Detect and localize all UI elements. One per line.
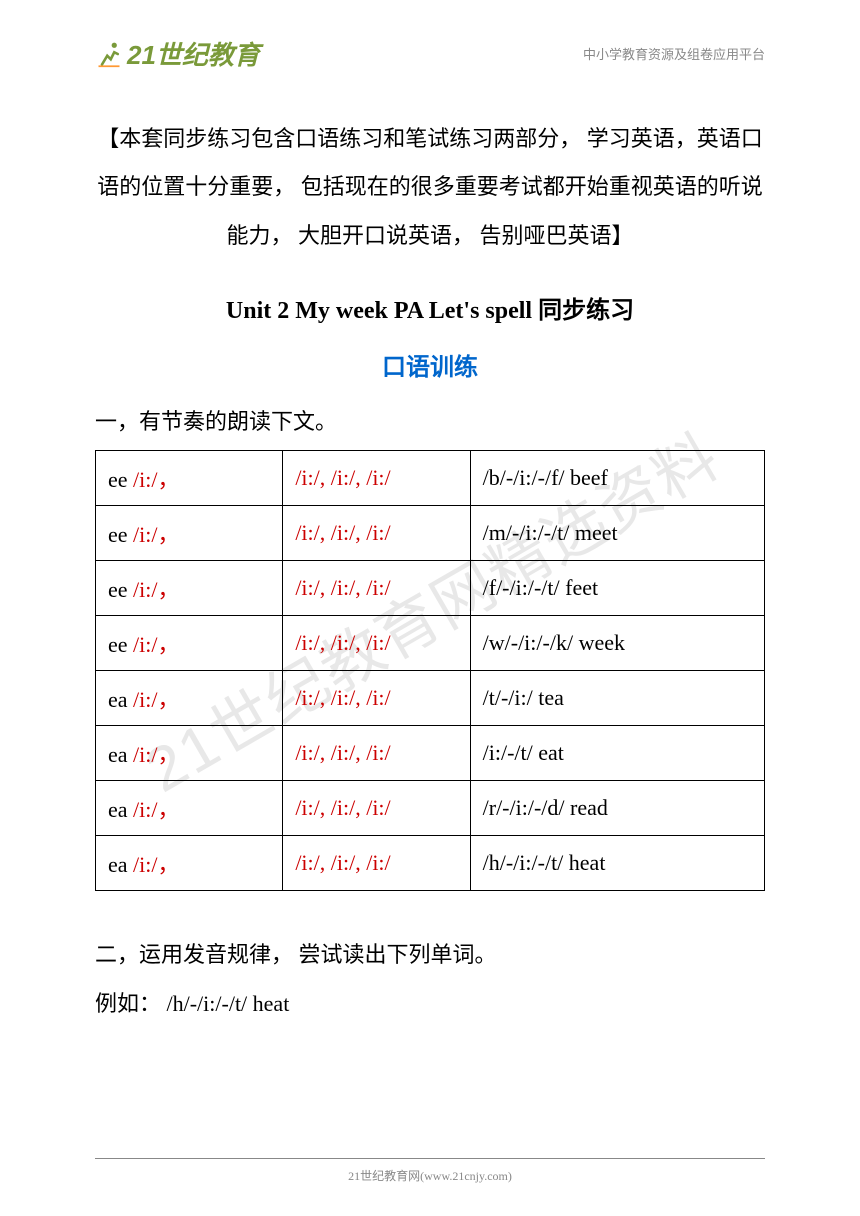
table-row: ee /i:/，/i:/, /i:/, /i://w/-/i:/-/k/ wee…	[96, 616, 765, 671]
logo-text: 21世纪教育	[127, 35, 260, 72]
main-content: 【本套同步练习包含口语练习和笔试练习两部分， 学习英语，英语口语的位置十分重要，…	[95, 115, 765, 1028]
table-row: ea /i:/，/i:/, /i:/, /i://t/-/i:/ tea	[96, 671, 765, 726]
table-cell-col1: ee /i:/，	[96, 506, 283, 561]
section2-label: 二，运用发音规律， 尝试读出下列单词。	[95, 931, 765, 979]
page-title: Unit 2 My week PA Let's spell 同步练习	[95, 290, 765, 325]
table-row: ea /i:/，/i:/, /i:/, /i://h/-/i:/-/t/ hea…	[96, 836, 765, 891]
table-cell-col2: /i:/, /i:/, /i:/	[283, 561, 470, 616]
table-cell-col1: ea /i:/，	[96, 671, 283, 726]
table-cell-col1: ea /i:/，	[96, 836, 283, 891]
table-cell-col2: /i:/, /i:/, /i:/	[283, 506, 470, 561]
intro-text: 【本套同步练习包含口语练习和笔试练习两部分， 学习英语，英语口语的位置十分重要，…	[95, 115, 765, 260]
table-cell-col1: ea /i:/，	[96, 726, 283, 781]
table-cell-col1: ee /i:/，	[96, 616, 283, 671]
table-cell-col1: ea /i:/，	[96, 781, 283, 836]
table-cell-col2: /i:/, /i:/, /i:/	[283, 671, 470, 726]
phonics-table: ee /i:/，/i:/, /i:/, /i://b/-/i:/-/f/ bee…	[95, 450, 765, 891]
section1-label: 一，有节奏的朗读下文。	[95, 404, 765, 436]
runner-icon	[95, 40, 123, 68]
table-cell-col3: /i:/-/t/ eat	[470, 726, 764, 781]
footer-divider	[95, 1158, 765, 1159]
table-cell-col2: /i:/, /i:/, /i:/	[283, 451, 470, 506]
table-cell-col3: /m/-/i:/-/t/ meet	[470, 506, 764, 561]
logo: 21世纪教育	[95, 35, 260, 72]
table-row: ee /i:/，/i:/, /i:/, /i://m/-/i:/-/t/ mee…	[96, 506, 765, 561]
header-right-text: 中小学教育资源及组卷应用平台	[583, 44, 765, 63]
table-cell-col3: /r/-/i:/-/d/ read	[470, 781, 764, 836]
table-row: ea /i:/，/i:/, /i:/, /i://r/-/i:/-/d/ rea…	[96, 781, 765, 836]
table-cell-col3: /b/-/i:/-/f/ beef	[470, 451, 764, 506]
table-cell-col3: /t/-/i:/ tea	[470, 671, 764, 726]
table-cell-col3: /w/-/i:/-/k/ week	[470, 616, 764, 671]
table-cell-col3: /f/-/i:/-/t/ feet	[470, 561, 764, 616]
table-cell-col2: /i:/, /i:/, /i:/	[283, 781, 470, 836]
table-row: ee /i:/，/i:/, /i:/, /i://f/-/i:/-/t/ fee…	[96, 561, 765, 616]
table-cell-col1: ee /i:/，	[96, 451, 283, 506]
subtitle: 口语训练	[95, 347, 765, 382]
table-cell-col1: ee /i:/，	[96, 561, 283, 616]
table-cell-col2: /i:/, /i:/, /i:/	[283, 726, 470, 781]
table-cell-col3: /h/-/i:/-/t/ heat	[470, 836, 764, 891]
table-cell-col2: /i:/, /i:/, /i:/	[283, 616, 470, 671]
table-row: ea /i:/，/i:/, /i:/, /i://i:/-/t/ eat	[96, 726, 765, 781]
page-footer: 21世纪教育网(www.21cnjy.com)	[0, 1158, 860, 1184]
page-header: 21世纪教育 中小学教育资源及组卷应用平台	[0, 35, 860, 72]
footer-text: 21世纪教育网(www.21cnjy.com)	[348, 1169, 512, 1183]
table-row: ee /i:/，/i:/, /i:/, /i://b/-/i:/-/f/ bee…	[96, 451, 765, 506]
table-cell-col2: /i:/, /i:/, /i:/	[283, 836, 470, 891]
example-text: 例如： /h/-/i:/-/t/ heat	[95, 980, 765, 1028]
